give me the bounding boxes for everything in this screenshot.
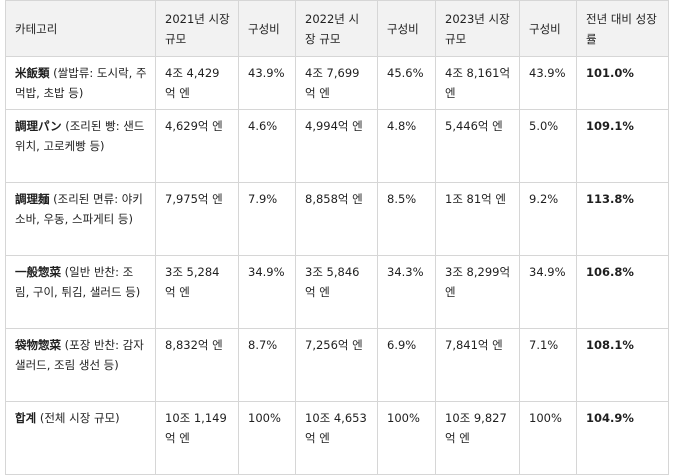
cell-2021-ratio: 4.6% (238, 109, 296, 183)
category-cell: 합계 (전체 시장 규모) (5, 401, 156, 475)
cell-2021-size: 8,832억 엔 (155, 328, 239, 402)
cell-2023-ratio: 9.2% (519, 182, 577, 256)
cell-growth: 104.9% (576, 401, 669, 475)
table-row: 調理パン (조리된 빵: 샌드위치, 고로케빵 등) 4,629억 엔 4.6%… (5, 109, 669, 183)
category-desc: (전체 시장 규모) (36, 411, 120, 425)
cell-2023-ratio: 43.9% (519, 56, 577, 110)
cell-2021-ratio: 43.9% (238, 56, 296, 110)
category-name: 米飯類 (15, 66, 50, 80)
cell-2021-ratio: 7.9% (238, 182, 296, 256)
header-2023-size: 2023년 시장 규모 (435, 0, 520, 57)
cell-2022-size: 4,994억 엔 (295, 109, 378, 183)
cell-2023-size: 1조 81억 엔 (435, 182, 520, 256)
category-name: 調理パン (15, 119, 62, 133)
category-cell: 一般惣菜 (일반 반찬: 조림, 구이, 튀김, 샐러드 등) (5, 255, 156, 329)
category-desc: (쌀밥류: 도시락, 주먹밥, 초밥 등) (15, 66, 147, 100)
header-growth: 전년 대비 성장률 (576, 0, 669, 57)
header-2023-ratio: 구성비 (519, 0, 577, 57)
cell-2022-ratio: 4.8% (377, 109, 436, 183)
cell-2022-size: 7,256억 엔 (295, 328, 378, 402)
table-row-total: 합계 (전체 시장 규모) 10조 1,149억 엔 100% 10조 4,65… (5, 401, 669, 475)
cell-2023-size: 3조 8,299억 엔 (435, 255, 520, 329)
cell-2022-ratio: 45.6% (377, 56, 436, 110)
cell-2022-ratio: 34.3% (377, 255, 436, 329)
category-name: 합계 (15, 411, 37, 425)
cell-2021-size: 10조 1,149억 엔 (155, 401, 239, 475)
cell-growth: 106.8% (576, 255, 669, 329)
cell-2022-size: 10조 4,653억 엔 (295, 401, 378, 475)
header-category: 카테고리 (5, 0, 156, 57)
category-desc: (조리된 빵: 샌드위치, 고로케빵 등) (15, 119, 145, 153)
cell-2021-size: 3조 5,284억 엔 (155, 255, 239, 329)
cell-2022-ratio: 100% (377, 401, 436, 475)
market-size-table: 카테고리 2021년 시장 규모 구성비 2022년 시장 규모 구성비 202… (5, 0, 669, 475)
table-row: 一般惣菜 (일반 반찬: 조림, 구이, 튀김, 샐러드 등) 3조 5,284… (5, 255, 669, 329)
cell-growth: 113.8% (576, 182, 669, 256)
cell-2021-size: 7,975억 엔 (155, 182, 239, 256)
cell-growth: 101.0% (576, 56, 669, 110)
cell-2023-size: 5,446억 엔 (435, 109, 520, 183)
cell-2023-size: 10조 9,827억 엔 (435, 401, 520, 475)
category-cell: 袋物惣菜 (포장 반찬: 감자 샐러드, 조림 생선 등) (5, 328, 156, 402)
category-name: 調理麺 (15, 192, 50, 206)
cell-growth: 108.1% (576, 328, 669, 402)
header-2021-ratio: 구성비 (238, 0, 296, 57)
header-2022-ratio: 구성비 (377, 0, 436, 57)
category-cell: 調理パン (조리된 빵: 샌드위치, 고로케빵 등) (5, 109, 156, 183)
table-row: 米飯類 (쌀밥류: 도시락, 주먹밥, 초밥 등) 4조 4,429억 엔 43… (5, 56, 669, 110)
cell-2021-ratio: 100% (238, 401, 296, 475)
category-cell: 米飯類 (쌀밥류: 도시락, 주먹밥, 초밥 등) (5, 56, 156, 110)
cell-2022-size: 4조 7,699억 엔 (295, 56, 378, 110)
category-desc: (포장 반찬: 감자 샐러드, 조림 생선 등) (15, 338, 144, 372)
table-row: 袋物惣菜 (포장 반찬: 감자 샐러드, 조림 생선 등) 8,832억 엔 8… (5, 328, 669, 402)
table-row: 調理麺 (조리된 면류: 야키소바, 우동, 스파게티 등) 7,975억 엔 … (5, 182, 669, 256)
cell-2021-ratio: 8.7% (238, 328, 296, 402)
cell-2021-size: 4,629억 엔 (155, 109, 239, 183)
cell-2022-size: 3조 5,846억 엔 (295, 255, 378, 329)
cell-2023-ratio: 7.1% (519, 328, 577, 402)
cell-2021-ratio: 34.9% (238, 255, 296, 329)
category-desc: (일반 반찬: 조림, 구이, 튀김, 샐러드 등) (15, 265, 141, 299)
category-desc: (조리된 면류: 야키소바, 우동, 스파게티 등) (15, 192, 143, 226)
category-name: 一般惣菜 (15, 265, 61, 279)
category-cell: 調理麺 (조리된 면류: 야키소바, 우동, 스파게티 등) (5, 182, 156, 256)
header-2021-size: 2021년 시장 규모 (155, 0, 239, 57)
cell-2023-ratio: 100% (519, 401, 577, 475)
cell-2023-ratio: 34.9% (519, 255, 577, 329)
category-name: 袋物惣菜 (15, 338, 61, 352)
cell-2023-size: 4조 8,161억 엔 (435, 56, 520, 110)
table-header-row: 카테고리 2021년 시장 규모 구성비 2022년 시장 규모 구성비 202… (5, 0, 669, 57)
cell-2022-ratio: 8.5% (377, 182, 436, 256)
header-2022-size: 2022년 시장 규모 (295, 0, 378, 57)
cell-2022-size: 8,858억 엔 (295, 182, 378, 256)
cell-2023-ratio: 5.0% (519, 109, 577, 183)
cell-growth: 109.1% (576, 109, 669, 183)
cell-2021-size: 4조 4,429억 엔 (155, 56, 239, 110)
cell-2023-size: 7,841억 엔 (435, 328, 520, 402)
cell-2022-ratio: 6.9% (377, 328, 436, 402)
